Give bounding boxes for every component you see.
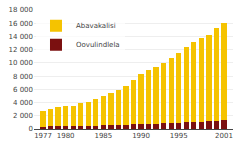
- svg-text:Abavakalisi: Abavakalisi: [76, 22, 116, 30]
- svg-text:10 000: 10 000: [9, 59, 34, 67]
- svg-text:12 000: 12 000: [9, 46, 34, 54]
- svg-text:1995: 1995: [170, 132, 188, 140]
- svg-text:18 000: 18 000: [9, 6, 34, 14]
- svg-text:14 000: 14 000: [9, 33, 34, 41]
- svg-text:1980: 1980: [57, 132, 75, 140]
- svg-text:1977: 1977: [34, 132, 52, 140]
- svg-text:2 000: 2 000: [13, 112, 33, 120]
- svg-text:6 000: 6 000: [13, 86, 33, 94]
- svg-text:2001: 2001: [215, 132, 233, 140]
- svg-text:8 000: 8 000: [13, 73, 33, 81]
- svg-text:16 000: 16 000: [9, 20, 34, 28]
- svg-text:0: 0: [29, 125, 33, 133]
- svg-text:4 000: 4 000: [13, 99, 33, 107]
- svg-text:1985: 1985: [94, 132, 112, 140]
- svg-text:Oovulindlela: Oovulindlela: [76, 41, 120, 49]
- svg-text:1990: 1990: [132, 132, 150, 140]
